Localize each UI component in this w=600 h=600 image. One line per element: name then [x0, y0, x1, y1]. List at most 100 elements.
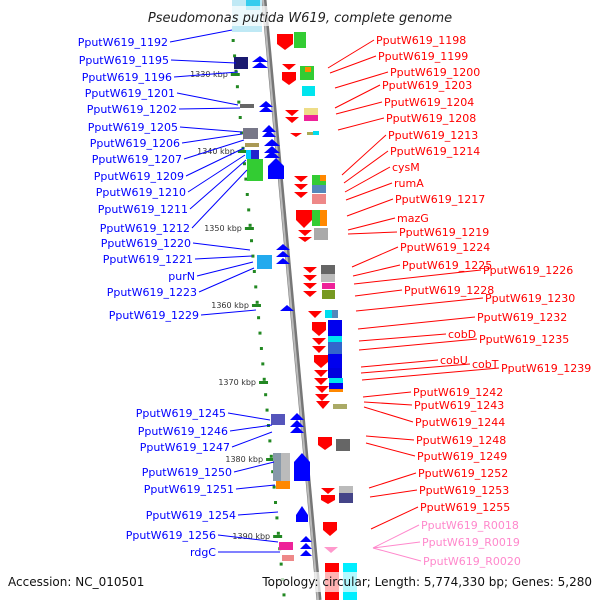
right-gene-label[interactable]: PputW619_1255 [420, 501, 510, 514]
right-gene-label[interactable]: cobU [440, 354, 468, 367]
left-leader-line [170, 59, 237, 64]
left-gene-label[interactable]: PputW619_1209 [94, 170, 184, 183]
right-gene-label[interactable]: PputW619_1253 [419, 484, 509, 497]
rna-leader-line [372, 541, 421, 549]
major-tick [237, 150, 247, 153]
tick-mark [257, 316, 261, 320]
left-gene-label[interactable]: PputW619_1229 [109, 309, 199, 322]
right-gene-label[interactable]: mazG [397, 212, 429, 225]
tick-mark [274, 501, 278, 504]
right-leader-line [352, 264, 401, 277]
left-gene-label[interactable]: PputW619_1220 [101, 237, 191, 250]
right-gene-label[interactable]: PputW619_1243 [414, 399, 504, 412]
left-gene-label[interactable]: PputW619_1206 [90, 137, 180, 150]
left-gene-label[interactable]: PputW619_1246 [138, 425, 228, 438]
tick-mark [234, 69, 238, 73]
major-tick [230, 73, 240, 76]
right-gene-label[interactable]: PputW619_1203 [382, 79, 472, 92]
left-gene-label[interactable]: rdgC [190, 546, 216, 559]
right-gene-label[interactable]: rumA [394, 177, 424, 190]
tick-mark [242, 162, 246, 166]
right-gene-label[interactable]: PputW619_1232 [477, 311, 567, 324]
left-gene-label[interactable]: PputW619_1207 [92, 153, 182, 166]
right-leader-line [369, 489, 418, 498]
rna-gene-label[interactable]: PputW619_R0020 [423, 555, 521, 568]
right-gene-label[interactable]: PputW619_1230 [485, 292, 575, 305]
tick-mark [237, 100, 241, 104]
right-gene-label[interactable]: PputW619_1228 [404, 284, 494, 297]
right-gene-label[interactable]: PputW619_1239 [501, 362, 591, 375]
leader-lines [169, 29, 500, 562]
left-gene-label[interactable]: PputW619_1211 [98, 203, 188, 216]
rna-gene-label[interactable]: PputW619_R0019 [422, 536, 520, 549]
left-leader-line [198, 267, 255, 293]
left-leader-line [231, 431, 273, 448]
left-leader-line [181, 133, 243, 144]
tick-mark [271, 470, 275, 474]
rna-gene-label[interactable]: PputW619_R0018 [421, 519, 519, 532]
scale-label: 1370 kbp [218, 378, 256, 387]
left-gene-label[interactable]: PputW619_1201 [85, 87, 175, 100]
left-gene-label[interactable]: PputW619_1256 [126, 529, 216, 542]
tick-mark [264, 393, 268, 397]
tick-mark [231, 39, 235, 42]
right-gene-label[interactable]: PputW619_1217 [395, 193, 485, 206]
left-leader-line [179, 126, 243, 133]
left-gene-label[interactable]: PputW619_1212 [100, 222, 190, 235]
right-gene-label[interactable]: cobD [448, 328, 476, 341]
left-gene-label[interactable]: PputW619_1245 [136, 407, 226, 420]
left-gene-label[interactable]: PputW619_1221 [103, 253, 193, 266]
tick-mark [261, 362, 265, 366]
tick-mark [259, 347, 263, 350]
right-gene-label[interactable]: PputW619_1225 [402, 259, 492, 272]
right-gene-label[interactable]: PputW619_1219 [399, 226, 489, 239]
left-gene-label[interactable]: PputW619_1195 [79, 54, 169, 67]
right-gene-label[interactable]: PputW619_1252 [418, 467, 508, 480]
left-leader-line [185, 147, 245, 177]
right-gene-label[interactable]: cobT [472, 358, 499, 371]
left-gene-label[interactable]: PputW619_1251 [144, 483, 234, 496]
right-gene-label[interactable]: PputW619_1214 [390, 145, 480, 158]
right-leader-line [368, 472, 417, 489]
left-gene-label[interactable]: PputW619_1210 [96, 186, 186, 199]
right-gene-label[interactable]: PputW619_1242 [413, 386, 503, 399]
left-gene-label[interactable]: PputW619_1192 [78, 36, 168, 49]
rna-leader-line [372, 524, 420, 549]
right-gene-label[interactable]: PputW619_1224 [400, 241, 490, 254]
right-gene-label[interactable]: PputW619_1208 [386, 112, 476, 125]
right-gene-label[interactable]: cysM [392, 161, 420, 174]
left-leader-line [178, 107, 241, 110]
left-gene-label[interactable]: PputW619_1223 [107, 286, 197, 299]
tick-mark [248, 223, 252, 227]
left-gene-label[interactable]: PputW619_1196 [82, 71, 172, 84]
right-leader-line [341, 134, 387, 176]
left-gene-label[interactable]: PputW619_1250 [142, 466, 232, 479]
left-leader-line [237, 511, 279, 516]
map-title: Pseudomonas putida W619, complete genome [148, 11, 452, 26]
right-gene-label[interactable]: PputW619_1199 [378, 50, 468, 63]
right-gene-label[interactable]: PputW619_1235 [479, 333, 569, 346]
right-gene-label[interactable]: PputW619_1226 [483, 264, 573, 277]
right-gene-label[interactable]: PputW619_1213 [388, 129, 478, 142]
tick-mark [244, 177, 248, 181]
left-gene-label[interactable]: PputW619_1247 [140, 441, 230, 454]
tick-mark [235, 85, 239, 89]
right-gene-label[interactable]: PputW619_1200 [390, 66, 480, 79]
right-gene-label[interactable]: PputW619_1204 [384, 96, 474, 109]
left-gene-label[interactable]: PputW619_1202 [87, 103, 177, 116]
right-leader-line [343, 150, 389, 184]
tick-mark [250, 239, 254, 243]
left-leader-line [229, 424, 273, 432]
left-gene-label[interactable]: purN [168, 270, 195, 283]
tick-mark [276, 531, 280, 535]
right-gene-label[interactable]: PputW619_1249 [417, 450, 507, 463]
right-leader-line [355, 297, 484, 312]
right-gene-label[interactable]: PputW619_1244 [415, 416, 505, 429]
left-gene-label[interactable]: PputW619_1205 [88, 121, 178, 134]
tick-mark [265, 408, 269, 412]
right-leader-line [365, 442, 416, 457]
right-leader-line [347, 217, 396, 231]
right-gene-label[interactable]: PputW619_1198 [376, 34, 466, 47]
right-gene-label[interactable]: PputW619_1248 [416, 434, 506, 447]
left-gene-label[interactable]: PputW619_1254 [146, 509, 236, 522]
